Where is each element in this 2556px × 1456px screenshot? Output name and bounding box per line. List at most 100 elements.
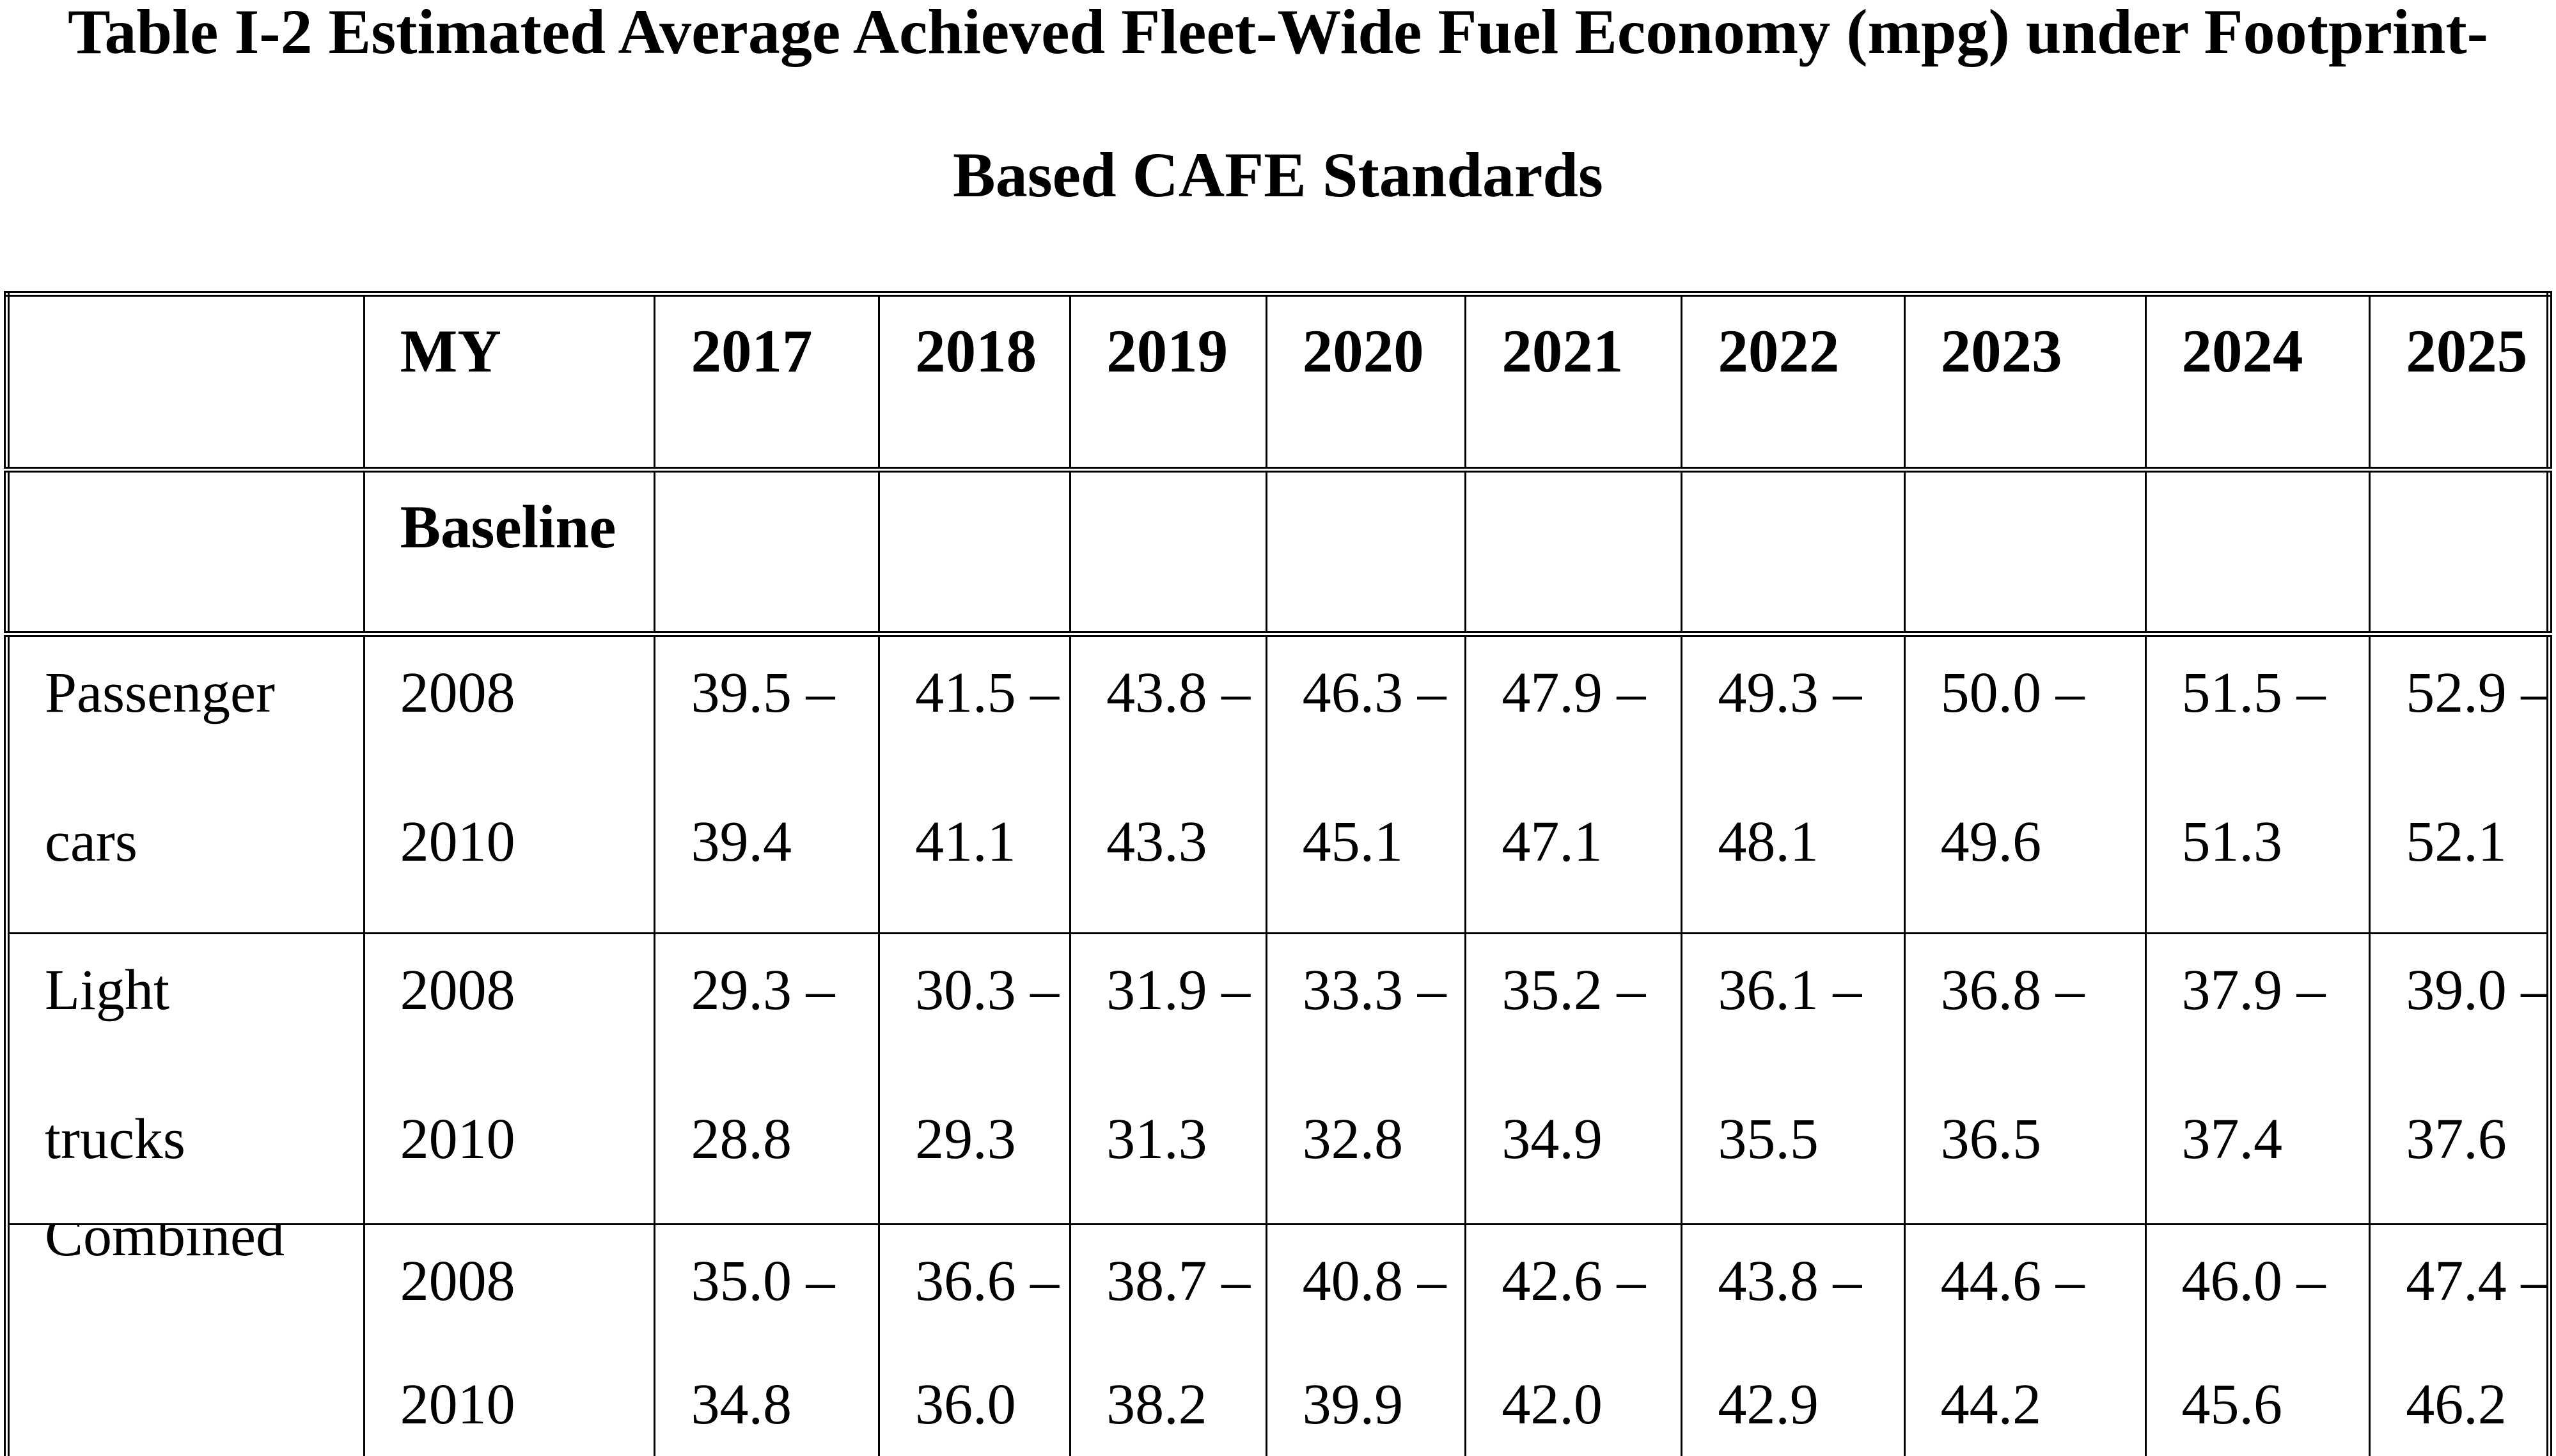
row-label-line1: Passenger bbox=[45, 661, 275, 724]
value-line: 39.5 – bbox=[691, 661, 835, 724]
value-cell-passenger-2020: 46.3 – 45.1 bbox=[1265, 633, 1467, 934]
value-line: 38.2 bbox=[1106, 1373, 1207, 1436]
row-passenger-cars: Passenger cars 2008 2010 39.5 – 39.4 41.… bbox=[6, 633, 2550, 934]
row-combined: Combined 2008 2010 35.0 – 34.8 36.6 – 36… bbox=[6, 1223, 2550, 1456]
value-cell-passenger-2022: 49.3 – 48.1 bbox=[1681, 633, 1906, 934]
value-line: 49.3 – bbox=[1718, 661, 1862, 724]
value-cell-combined-2019: 38.7 – 38.2 bbox=[1069, 1223, 1267, 1456]
baseline-year: 2010 bbox=[400, 1108, 515, 1171]
value-line: 35.5 bbox=[1718, 1108, 1819, 1171]
value-line: 44.6 – bbox=[1940, 1249, 2085, 1313]
value-line: 33.3 – bbox=[1302, 959, 1447, 1022]
row-label-line1: Combined bbox=[45, 1224, 285, 1268]
row-label-combined: Combined bbox=[6, 1223, 365, 1456]
value-cell-combined-2020: 40.8 – 39.9 bbox=[1265, 1223, 1467, 1456]
col-header-my: MY bbox=[363, 293, 656, 473]
baseline-year: 2008 bbox=[400, 1249, 515, 1313]
value-line: 51.3 bbox=[2181, 810, 2283, 873]
value-line: 41.1 bbox=[915, 810, 1016, 873]
baseline-year: 2008 bbox=[400, 661, 515, 724]
value-cell-combined-2022: 43.8 – 42.9 bbox=[1681, 1223, 1906, 1456]
value-line: 36.5 bbox=[1940, 1108, 2042, 1171]
fuel-economy-table: MY 2017 2018 2019 2020 2021 2022 2023 20… bbox=[4, 291, 2552, 1456]
value-line: 35.0 – bbox=[691, 1249, 835, 1313]
table-title: Table I-2 Estimated Average Achieved Fle… bbox=[0, 0, 2556, 211]
corner-cell bbox=[6, 293, 365, 473]
value-line: 36.1 – bbox=[1718, 959, 1862, 1022]
empty-cell bbox=[1681, 469, 1906, 637]
value-line: 43.8 – bbox=[1106, 661, 1251, 724]
empty-cell bbox=[1903, 469, 2147, 637]
value-line: 42.0 bbox=[1501, 1373, 1603, 1436]
value-line: 42.9 bbox=[1718, 1373, 1819, 1436]
empty-cell bbox=[1265, 469, 1467, 637]
baseline-years-cell: 2008 2010 bbox=[363, 932, 656, 1225]
header-row-years: MY 2017 2018 2019 2020 2021 2022 2023 20… bbox=[6, 293, 2550, 473]
value-line: 37.4 bbox=[2181, 1108, 2283, 1171]
value-cell-combined-2025: 47.4 – 46.2 bbox=[2369, 1223, 2550, 1456]
value-cell-trucks-2022: 36.1 – 35.5 bbox=[1681, 932, 1906, 1225]
col-header-2023: 2023 bbox=[1903, 293, 2147, 473]
value-line: 52.9 – bbox=[2406, 661, 2550, 724]
col-header-2020: 2020 bbox=[1265, 293, 1467, 473]
row-light-trucks: Light trucks 2008 2010 29.3 – 28.8 30.3 … bbox=[6, 932, 2550, 1225]
value-line: 37.9 – bbox=[2181, 959, 2326, 1022]
row-label-line1: Light bbox=[45, 959, 169, 1022]
value-cell-passenger-2024: 51.5 – 51.3 bbox=[2144, 633, 2371, 934]
value-line: 41.5 – bbox=[915, 661, 1060, 724]
value-cell-trucks-2017: 29.3 – 28.8 bbox=[654, 932, 881, 1225]
value-line: 47.1 bbox=[1501, 810, 1603, 873]
row-label-passenger-cars: Passenger cars bbox=[6, 633, 365, 934]
value-line: 42.6 – bbox=[1501, 1249, 1646, 1313]
value-line: 47.9 – bbox=[1501, 661, 1646, 724]
empty-cell bbox=[2369, 469, 2550, 637]
value-line: 52.1 bbox=[2406, 810, 2507, 873]
baseline-years-cell: 2008 2010 bbox=[363, 1223, 656, 1456]
col-header-2021: 2021 bbox=[1464, 293, 1683, 473]
value-cell-trucks-2021: 35.2 – 34.9 bbox=[1464, 932, 1683, 1225]
value-line: 31.9 – bbox=[1106, 959, 1251, 1022]
value-cell-combined-2018: 36.6 – 36.0 bbox=[878, 1223, 1072, 1456]
value-line: 28.8 bbox=[691, 1108, 792, 1171]
value-cell-trucks-2023: 36.8 – 36.5 bbox=[1903, 932, 2147, 1225]
value-cell-passenger-2025: 52.9 – 52.1 bbox=[2369, 633, 2550, 934]
value-line: 45.1 bbox=[1302, 810, 1404, 873]
baseline-year: 2010 bbox=[400, 1373, 515, 1436]
value-line: 49.6 bbox=[1940, 810, 2042, 873]
value-line: 36.6 – bbox=[915, 1249, 1060, 1313]
baseline-years-cell: 2008 2010 bbox=[363, 633, 656, 934]
row-label-line2: trucks bbox=[45, 1108, 185, 1171]
value-cell-passenger-2023: 50.0 – 49.6 bbox=[1903, 633, 2147, 934]
value-line: 48.1 bbox=[1718, 810, 1819, 873]
value-cell-trucks-2019: 31.9 – 31.3 bbox=[1069, 932, 1267, 1225]
col-header-2018: 2018 bbox=[878, 293, 1072, 473]
empty-cell bbox=[878, 469, 1072, 637]
col-header-2025: 2025 bbox=[2369, 293, 2550, 473]
value-cell-passenger-2021: 47.9 – 47.1 bbox=[1464, 633, 1683, 934]
empty-cell bbox=[2144, 469, 2371, 637]
value-line: 43.3 bbox=[1106, 810, 1207, 873]
header-row-baseline: Baseline bbox=[6, 469, 2550, 637]
value-line: 40.8 – bbox=[1302, 1249, 1447, 1313]
value-line: 50.0 – bbox=[1940, 661, 2085, 724]
row-label-light-trucks: Light trucks bbox=[6, 932, 365, 1225]
value-line: 47.4 – bbox=[2406, 1249, 2550, 1313]
value-cell-passenger-2018: 41.5 – 41.1 bbox=[878, 633, 1072, 934]
value-line: 31.3 bbox=[1106, 1108, 1207, 1171]
value-cell-trucks-2025: 39.0 – 37.6 bbox=[2369, 932, 2550, 1225]
baseline-year: 2008 bbox=[400, 959, 515, 1022]
value-line: 36.0 bbox=[915, 1373, 1016, 1436]
corner-cell bbox=[6, 469, 365, 637]
value-line: 38.7 – bbox=[1106, 1249, 1251, 1313]
value-line: 32.8 bbox=[1302, 1108, 1404, 1171]
value-line: 46.3 – bbox=[1302, 661, 1447, 724]
value-cell-combined-2021: 42.6 – 42.0 bbox=[1464, 1223, 1683, 1456]
baseline-header-cell: Baseline bbox=[363, 469, 656, 637]
value-line: 36.8 – bbox=[1940, 959, 2085, 1022]
value-cell-combined-2023: 44.6 – 44.2 bbox=[1903, 1223, 2147, 1456]
value-line: 39.0 – bbox=[2406, 959, 2550, 1022]
value-line: 44.2 bbox=[1940, 1373, 2042, 1436]
value-line: 46.0 – bbox=[2181, 1249, 2326, 1313]
col-header-2019: 2019 bbox=[1069, 293, 1267, 473]
